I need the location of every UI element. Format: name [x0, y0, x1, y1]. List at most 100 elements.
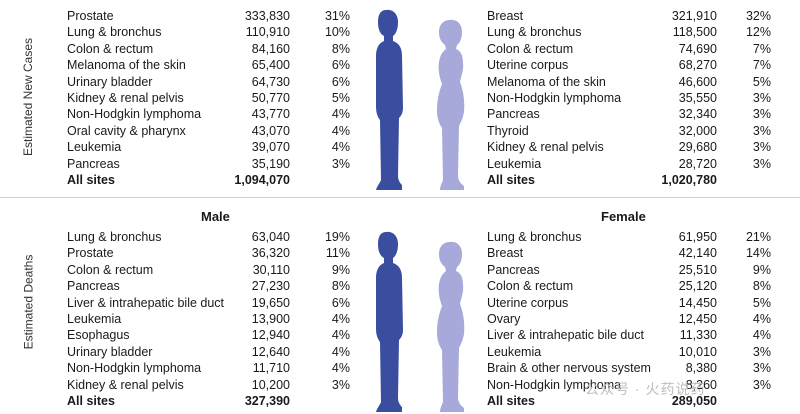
case-count: 321,910 — [671, 9, 717, 23]
site-name: Non-Hodgkin lymphoma — [67, 361, 202, 376]
table-row: Leukemia 39,070 4% — [67, 139, 352, 155]
table-row: Oral cavity & pharynx 43,070 4% — [67, 123, 352, 139]
male-figure — [376, 9, 403, 191]
new-cases-female-list: Breast 321,910 32% Lung & bronchus 118,500 12… — [487, 8, 771, 188]
table-row: Esophagus 12,940 4% — [67, 327, 352, 343]
table-row: Leukemia 13,900 4% — [67, 311, 352, 327]
case-count: 43,770 — [251, 107, 290, 122]
case-count: 11,710 — [252, 361, 290, 376]
table-row: Pancreas 25,510 9% — [487, 262, 771, 278]
site-name: Pancreas — [487, 107, 540, 122]
case-count: 13,900 — [251, 311, 290, 326]
site-name: Kidney & renal pelvis — [67, 377, 184, 392]
case-count: 35,550 — [678, 90, 717, 105]
site-name: Lung & bronchus — [67, 230, 162, 244]
table-row: Non-Hodgkin lymphoma 11,710 4% — [67, 360, 352, 376]
table-row: Prostate 333,830 31% — [67, 8, 352, 24]
table-row: Brain & other nervous system 8,380 3% — [487, 360, 771, 376]
site-name: Colon & rectum — [67, 41, 154, 56]
male-silhouette — [376, 231, 403, 412]
table-row: Kidney & renal pelvis 10,200 3% — [67, 377, 352, 393]
site-name: Prostate — [67, 246, 114, 261]
table-row: Pancreas 32,340 3% — [487, 106, 771, 122]
deaths-male-list: Lung & bronchus 63,040 19% Prostate 36,320 11… — [67, 229, 352, 409]
male-header: Male — [201, 209, 230, 224]
case-count: 74,690 — [678, 41, 717, 56]
female-silhouette — [437, 19, 465, 191]
site-name: Leukemia — [67, 311, 122, 326]
percent-share: 8% — [331, 41, 350, 56]
table-row: Leukemia 10,010 3% — [487, 344, 771, 360]
percent-share: 4% — [331, 123, 350, 138]
case-count: 10,200 — [251, 377, 290, 392]
case-count: 12,640 — [251, 344, 290, 359]
case-count: 30,110 — [252, 262, 290, 277]
percent-share: 7% — [752, 41, 771, 56]
case-count: 118,500 — [672, 25, 717, 40]
case-count: 43,070 — [251, 123, 290, 138]
case-count: 39,070 — [251, 140, 290, 155]
percent-share: 12% — [745, 25, 771, 40]
case-count: 27,230 — [251, 279, 290, 294]
table-row: Non-Hodgkin lymphoma 8,260 3% — [487, 377, 771, 393]
site-name: Lung & bronchus — [487, 25, 582, 40]
table-row: Breast 42,140 14% — [487, 245, 771, 261]
percent-share: 14% — [745, 246, 771, 261]
percent-share: 3% — [752, 156, 771, 171]
percent-share: 11% — [325, 246, 350, 261]
percent-share: 31% — [324, 9, 350, 23]
case-count: 12,450 — [678, 311, 717, 326]
case-count: 14,450 — [678, 295, 717, 310]
total-count: 1,094,070 — [234, 172, 290, 187]
section-label-text: Estimated New Cases — [21, 37, 36, 156]
percent-share: 19% — [324, 230, 350, 244]
table-row: Prostate 36,320 11% — [67, 245, 352, 261]
table-row: Colon & rectum 25,120 8% — [487, 278, 771, 294]
site-name: Leukemia — [67, 140, 122, 155]
percent-share: 4% — [331, 311, 350, 326]
site-name: Melanoma of the skin — [67, 58, 186, 73]
case-count: 12,940 — [251, 328, 290, 343]
percent-share: 3% — [752, 107, 771, 122]
table-row: Kidney & renal pelvis 50,770 5% — [67, 90, 352, 106]
site-name: Prostate — [67, 9, 114, 23]
percent-share: 4% — [752, 311, 771, 326]
percent-share: 5% — [331, 90, 350, 105]
percent-share: 6% — [331, 74, 350, 89]
table-row: Colon & rectum 84,160 8% — [67, 41, 352, 57]
section-label-new-cases: Estimated New Cases — [0, 0, 56, 193]
case-count: 42,140 — [678, 246, 717, 261]
table-row: Kidney & renal pelvis 29,680 3% — [487, 139, 771, 155]
table-row: Leukemia 28,720 3% — [487, 156, 771, 172]
percent-share: 3% — [752, 361, 771, 376]
case-count: 28,720 — [678, 156, 717, 171]
site-name: Colon & rectum — [487, 279, 574, 294]
deaths-female-list: Lung & bronchus 61,950 21% Breast 42,140 14% P… — [487, 229, 771, 409]
case-count: 32,000 — [678, 123, 717, 138]
male-silhouette — [376, 9, 403, 191]
percent-share: 8% — [331, 279, 350, 294]
case-count: 11,330 — [679, 328, 717, 343]
percent-share: 4% — [331, 140, 350, 155]
percent-share: 5% — [752, 74, 771, 89]
site-name: Breast — [487, 246, 524, 261]
case-count: 333,830 — [244, 9, 290, 23]
case-count: 84,160 — [251, 41, 290, 56]
case-count: 29,680 — [678, 140, 717, 155]
case-count: 10,010 — [678, 344, 717, 359]
percent-share: 4% — [331, 328, 350, 343]
site-name: Kidney & renal pelvis — [67, 90, 184, 105]
site-name: Breast — [487, 9, 524, 23]
table-row: Uterine corpus 14,450 5% — [487, 295, 771, 311]
case-count: 25,120 — [678, 279, 717, 294]
site-name: Pancreas — [487, 262, 540, 277]
table-row: Liver & intrahepatic bile duct 11,330 4% — [487, 327, 771, 343]
percent-share: 4% — [752, 328, 771, 343]
percent-share: 3% — [752, 344, 771, 359]
site-name: Leukemia — [487, 156, 542, 171]
site-name: Melanoma of the skin — [487, 74, 606, 89]
site-name: Pancreas — [67, 279, 120, 294]
female-header: Female — [601, 209, 646, 224]
site-name: Lung & bronchus — [487, 230, 582, 244]
percent-share: 32% — [745, 9, 771, 23]
